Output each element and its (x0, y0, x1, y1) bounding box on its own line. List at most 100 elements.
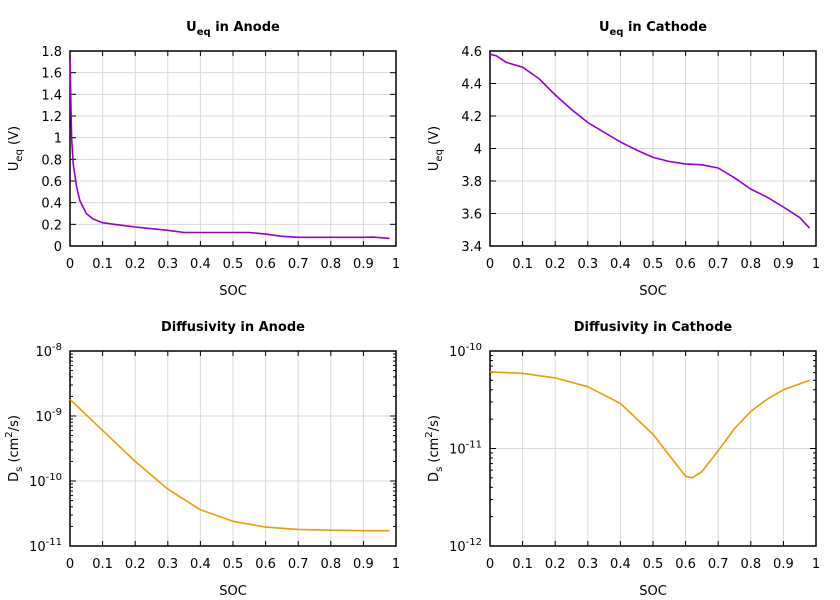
plot-frame (69, 350, 397, 547)
y-tick-label: 0.2 (41, 218, 62, 233)
ylabel-superscript: 2 (4, 431, 15, 437)
tick-exponent: -12 (466, 537, 482, 548)
chart-title: Ueq in Anode (186, 20, 280, 38)
x-tick-label: 1 (392, 557, 400, 572)
title-main: U (599, 20, 610, 35)
x-tick-label: 0.6 (255, 557, 276, 572)
y-tick-label: 4 (474, 143, 482, 158)
x-axis-label: SOC (219, 584, 247, 599)
y-axis-label: Ds (cm2/s) (424, 415, 445, 482)
series-line (489, 53, 811, 229)
x-tick-label: 0.8 (740, 257, 761, 272)
x-tick-label: 0.4 (610, 557, 631, 572)
title-subscript: eq (610, 27, 624, 38)
y-tick-label: 4.2 (461, 110, 482, 125)
tick-base: 10 (29, 540, 46, 555)
x-tick-label: 0.9 (353, 557, 374, 572)
tick-exponent: -11 (46, 537, 62, 548)
x-tick-label: 0.6 (675, 257, 696, 272)
tick-exponent: -9 (52, 407, 62, 418)
x-tick-label: 0.3 (577, 257, 598, 272)
x-tick-label: 0 (66, 557, 74, 572)
y-tick-label: 10-10 (449, 342, 482, 360)
y-tick-label: 1.2 (41, 110, 62, 125)
x-tick-label: 0.9 (353, 257, 374, 272)
x-tick-label: 0.2 (545, 257, 566, 272)
ylabel-rest2: /s) (7, 415, 22, 431)
y-tick-label: 3.6 (461, 208, 482, 223)
chart-title: Diffusivity in Cathode (574, 320, 733, 335)
x-tick-label: 0.9 (773, 257, 794, 272)
tick-base: 10 (449, 443, 466, 458)
x-tick-label: 0.7 (708, 557, 729, 572)
title-main: Diffusivity in Anode (161, 320, 305, 335)
tick-exponent: -10 (466, 342, 482, 353)
x-tick-label: 0.1 (512, 257, 533, 272)
x-tick-label: 0.5 (223, 557, 244, 572)
x-tick-label: 0.4 (190, 557, 211, 572)
subplot-2: 0 0.1 0.2 0.3 0.4 0.5 0.6 0.7 0.8 0.9 1 3.4 3.6 3.8 4 4… (427, 20, 820, 299)
y-axis-label: Ueq (V) (427, 126, 445, 171)
x-tick-label: 0.1 (92, 257, 113, 272)
title-rest: in Anode (211, 20, 280, 35)
x-tick-label: 0.7 (288, 557, 309, 572)
series-line (69, 398, 390, 532)
y-axis-label: Ueq (V) (7, 126, 25, 171)
tick-exponent: -8 (52, 342, 62, 353)
x-tick-label: 0.2 (125, 557, 146, 572)
x-tick-label: 0.4 (190, 257, 211, 272)
x-tick-label: 0.5 (643, 557, 664, 572)
y-tick-label: 1.6 (41, 67, 62, 82)
plot-frame (69, 50, 397, 247)
x-tick-label: 0.5 (643, 257, 664, 272)
y-tick-label: 1 (54, 132, 62, 147)
ylabel-subscript: s (434, 467, 445, 472)
tick-base: 10 (449, 345, 466, 360)
plot-frame (489, 50, 817, 247)
ylabel-main: U (7, 162, 22, 172)
title-main: U (186, 20, 197, 35)
x-tick-label: 0.1 (512, 557, 533, 572)
y-tick-label: 0.8 (41, 153, 62, 168)
subplot-1: 0 0.1 0.2 0.3 0.4 0.5 0.6 0.7 0.8 0.9 1 0 0.2 0.4 0.6 0… (7, 20, 400, 299)
y-tick-label: 10-11 (449, 440, 482, 458)
x-tick-label: 0.9 (773, 557, 794, 572)
ylabel-main: D (427, 472, 442, 482)
chart-title: Diffusivity in Anode (161, 320, 305, 335)
x-tick-label: 1 (812, 557, 820, 572)
ylabel-rest2: /s) (427, 415, 442, 431)
x-tick-label: 0.8 (740, 557, 761, 572)
x-tick-label: 0.8 (320, 557, 341, 572)
x-tick-label: 0.3 (157, 557, 178, 572)
ylabel-subscript: s (14, 467, 25, 472)
y-tick-label: 4.4 (461, 78, 482, 93)
chart-title: Ueq in Cathode (599, 20, 707, 38)
x-axis-label: SOC (219, 284, 247, 299)
ylabel-main: D (7, 472, 22, 482)
tick-exponent: -11 (466, 440, 482, 451)
title-subscript: eq (197, 27, 211, 38)
y-tick-label: 10-12 (449, 537, 482, 555)
x-axis-label: SOC (639, 284, 667, 299)
y-tick-label: 1.4 (41, 88, 62, 103)
y-tick-label: 0.6 (41, 175, 62, 190)
y-tick-label: 0 (54, 240, 62, 255)
y-tick-label: 3.8 (461, 175, 482, 190)
y-tick-label: 0.4 (41, 197, 62, 212)
x-tick-label: 0.6 (675, 557, 696, 572)
ylabel-main: U (427, 162, 442, 172)
x-tick-label: 0.3 (157, 257, 178, 272)
subplot-4: 0 0.1 0.2 0.3 0.4 0.5 0.6 0.7 0.8 0.9 110-1210-111… (424, 320, 820, 599)
y-tick-label: 10-11 (29, 537, 62, 555)
x-tick-label: 0.2 (125, 257, 146, 272)
x-tick-label: 0.8 (320, 257, 341, 272)
series-line (489, 371, 810, 479)
y-axis-label: Ds (cm2/s) (4, 415, 25, 482)
title-rest: in Cathode (623, 20, 707, 35)
tick-base: 10 (29, 475, 46, 490)
tick-base: 10 (35, 345, 52, 360)
x-tick-label: 0.3 (577, 557, 598, 572)
plot-frame (489, 350, 817, 547)
series-line (69, 59, 390, 240)
ylabel-rest: (cm (427, 438, 442, 467)
